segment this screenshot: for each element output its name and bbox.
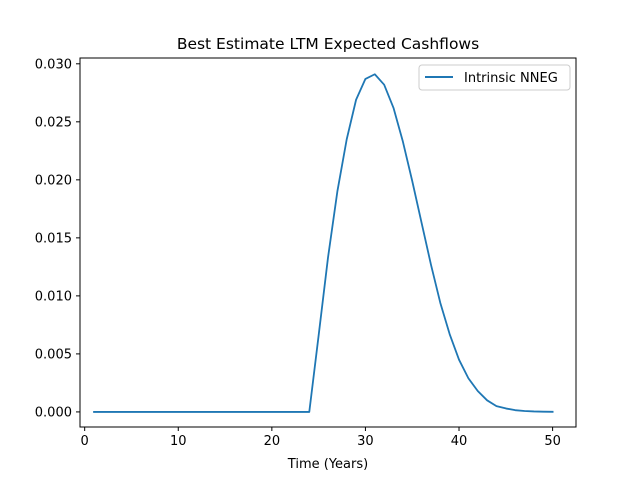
chart-title: Best Estimate LTM Expected Cashflows [177,35,479,53]
x-tick-label: 30 [357,434,374,449]
legend-box [418,64,571,91]
x-axis-label: Time (Years) [287,457,368,472]
x-tick-label: 10 [170,434,187,449]
x-tick-label: 40 [451,434,468,449]
series-line-intrinsic-nneg [93,73,554,413]
legend-label-intrinsic-nneg: Intrinsic NNEG [464,71,558,86]
axis-ticks: 0 10 20 30 40 50 0.000 0.005 0.010 0.015 0.020 0.02… [35,57,561,449]
x-tick-label: 0 [81,434,89,449]
y-tick-label: 0.020 [35,173,72,188]
y-tick-label: 0.025 [35,115,72,130]
legend: Intrinsic NNEG [418,64,571,91]
x-tick-label: 50 [544,434,561,449]
series-layer [93,73,554,413]
plot-area-frame [79,57,577,428]
y-tick-label: 0.000 [35,405,72,420]
y-tick-label: 0.015 [35,231,72,246]
y-tick-label: 0.030 [35,57,72,72]
x-tick-label: 20 [264,434,281,449]
y-tick-label: 0.010 [35,289,72,304]
y-tick-label: 0.005 [35,347,72,362]
